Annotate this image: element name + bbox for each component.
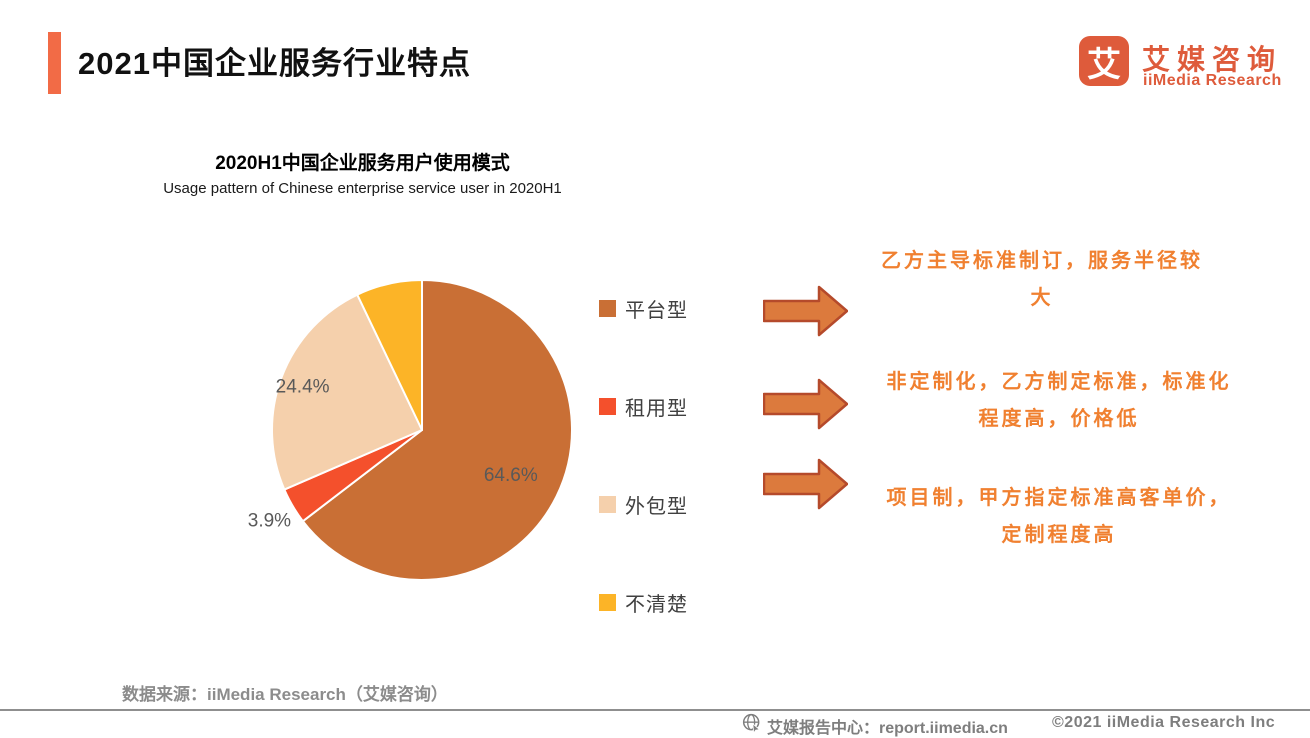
pie-percentage-label: 24.4% <box>276 376 330 397</box>
chart-subtitle: Usage pattern of Chinese enterprise serv… <box>163 180 562 197</box>
legend-item-1: 平台型 <box>599 296 688 322</box>
footer-report-center[interactable]: 艾媒报告中心：report.iimedia.cn <box>767 720 1008 737</box>
right-arrow-icon <box>763 458 848 510</box>
pie-percentage-label: 3.9% <box>248 511 291 532</box>
pie-legend: 平台型租用型外包型不清楚 <box>599 296 688 616</box>
legend-label: 租用型 <box>625 397 688 420</box>
globe-cursor-icon <box>742 713 761 733</box>
pie-percentage-label: 64.6% <box>484 465 538 486</box>
pie-slice-1 <box>301 279 573 581</box>
legend-item-4: 不清楚 <box>599 590 688 616</box>
legend-label: 不清楚 <box>625 593 688 616</box>
right-arrow-icon <box>763 285 848 337</box>
chart-header: 2020H1中国企业服务用户使用模式 Usage pattern of Chin… <box>130 148 595 197</box>
footer-copyright: ©2021 iiMedia Research Inc <box>1052 714 1276 731</box>
legend-swatch-icon <box>599 299 616 317</box>
legend-swatch-icon <box>599 495 616 513</box>
footer-divider <box>0 709 1310 711</box>
right-arrow-icon <box>763 378 848 430</box>
legend-item-3: 外包型 <box>599 492 688 518</box>
brand-name-cn: 艾媒咨询 <box>1142 44 1283 75</box>
chart-title: 2020H1中国企业服务用户使用模式 <box>215 153 510 174</box>
brand-logo-icon: 艾 <box>1079 36 1129 86</box>
pie-chart: 64.6% 3.9% 24.4% <box>248 279 573 581</box>
legend-swatch-icon <box>599 593 616 611</box>
pie-slice-3 <box>271 293 423 491</box>
annotation-rental: 非定制化，乙方制定标准，标准化 程度高，价格低 <box>886 371 1232 430</box>
page-title: 2021中国企业服务行业特点 <box>78 46 471 81</box>
annotation-outsourcing: 项目制，甲方指定标准高客单价， 定制程度高 <box>886 487 1232 546</box>
legend-label: 平台型 <box>625 299 688 322</box>
data-source: 数据来源：iiMedia Research（艾媒咨询） <box>122 685 448 704</box>
legend-swatch-icon <box>599 397 616 415</box>
pie-slice-4 <box>356 279 423 431</box>
legend-item-2: 租用型 <box>599 394 688 420</box>
title-accent-bar <box>48 32 61 94</box>
brand-name-en: iiMedia Research <box>1143 72 1282 89</box>
brand-logo: 艾 艾媒咨询 iiMedia Research <box>1079 36 1294 94</box>
annotation-platform: 乙方主导标准制订，服务半径较 大 <box>881 250 1203 309</box>
legend-label: 外包型 <box>625 495 688 518</box>
